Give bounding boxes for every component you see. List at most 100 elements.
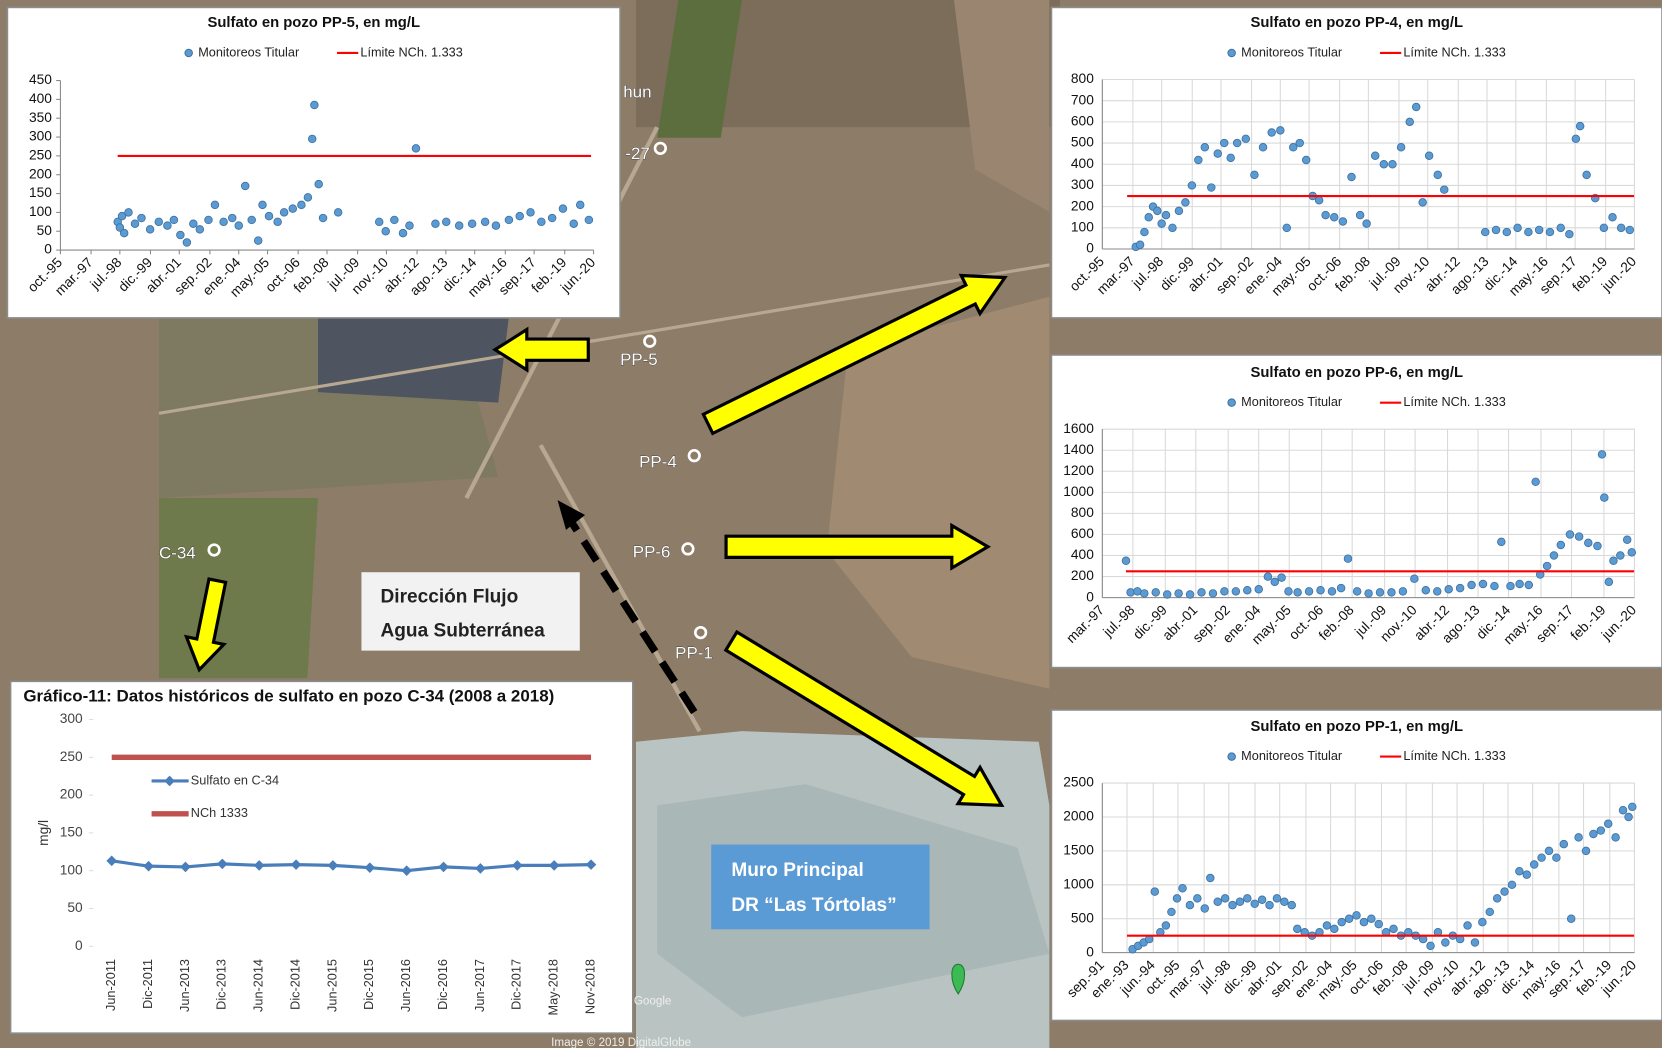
data-point	[492, 222, 500, 230]
data-point	[1214, 898, 1222, 906]
y-tick-label: 300	[60, 711, 83, 726]
data-point	[1207, 184, 1215, 192]
y-tick-label: 0	[1086, 944, 1094, 959]
data-point	[1445, 585, 1453, 593]
data-point	[382, 227, 390, 235]
data-point	[576, 201, 584, 209]
y-tick-label: 1000	[1063, 484, 1094, 499]
chart: Sulfato en pozo PP-4, en mg/L01002003004…	[1051, 7, 1662, 317]
legend-label: Monitoreos Titular	[1241, 44, 1343, 59]
data-point	[1525, 228, 1533, 236]
legend-swatch	[1228, 49, 1235, 56]
data-point	[1221, 895, 1229, 903]
data-point	[164, 222, 172, 230]
legend-label: Límite NCh. 1.333	[360, 44, 462, 59]
data-point	[1479, 580, 1487, 588]
data-point	[1419, 199, 1427, 207]
data-point	[1259, 143, 1267, 151]
attribution: Image © 2019 DigitalGlobe	[551, 1036, 691, 1048]
y-tick-label: 1600	[1063, 421, 1094, 436]
data-point	[1583, 171, 1591, 179]
y-tick-label: 700	[1071, 92, 1094, 107]
data-point	[1600, 494, 1608, 502]
data-point	[228, 214, 236, 222]
legend-swatch	[185, 49, 192, 56]
data-point	[1322, 211, 1330, 219]
data-point	[254, 237, 262, 245]
composite: PP-5 PP-4 PP-6 PP-1 C-34 hun -27 Direcci…	[0, 0, 1662, 1048]
y-tick-label: 800	[1071, 71, 1094, 86]
data-point	[391, 216, 399, 224]
data-point	[1590, 830, 1598, 838]
chart-title: Sulfato en pozo PP-6, en mg/L	[1250, 365, 1463, 381]
y-tick-label: 0	[75, 938, 83, 953]
data-point	[1425, 152, 1433, 160]
data-point	[1389, 160, 1397, 168]
data-point	[1330, 213, 1338, 221]
data-point	[1516, 867, 1524, 875]
data-point	[1158, 220, 1166, 228]
data-point	[1345, 915, 1353, 923]
data-point	[1288, 901, 1296, 909]
data-point	[1388, 589, 1396, 597]
data-point	[1380, 160, 1388, 168]
well-label: PP-1	[675, 643, 713, 662]
data-point	[1323, 922, 1331, 930]
data-point	[196, 226, 204, 234]
chart-title: Gráfico-11: Datos históricos de sulfato …	[23, 687, 554, 706]
x-tick-label: Jun-2015	[324, 959, 339, 1012]
data-point	[265, 212, 273, 220]
body: PP-5 PP-4 PP-6 PP-1 C-34 hun -27 Direcci…	[0, 0, 1662, 1048]
data-point	[1412, 103, 1420, 111]
well-label: PP-5	[620, 350, 658, 369]
data-point	[1610, 557, 1618, 565]
data-point	[1442, 939, 1450, 947]
legend-swatch	[1228, 399, 1235, 406]
data-point	[1209, 590, 1217, 598]
data-point	[1344, 555, 1352, 563]
data-point	[1154, 207, 1162, 215]
data-point	[1268, 129, 1276, 137]
data-point	[1328, 588, 1336, 596]
data-point	[1501, 888, 1509, 896]
data-point	[146, 226, 154, 234]
chart: Sulfato en pozo PP-6, en mg/L02004006008…	[1051, 355, 1662, 668]
data-point	[1186, 591, 1194, 599]
data-point	[481, 218, 489, 226]
data-point	[1523, 871, 1531, 879]
data-point	[1575, 834, 1583, 842]
data-point	[527, 209, 535, 217]
data-point	[1371, 152, 1379, 160]
data-point	[1179, 884, 1187, 892]
data-point	[1557, 541, 1565, 549]
data-point	[1283, 224, 1291, 232]
well-label: PP-4	[639, 453, 677, 472]
data-point	[1481, 228, 1489, 236]
data-point	[1597, 827, 1605, 835]
data-point	[1356, 211, 1364, 219]
y-tick-label: 100	[29, 204, 52, 219]
y-tick-label: 0	[1086, 589, 1094, 604]
y-tick-label: 400	[1071, 547, 1094, 562]
data-point	[1493, 895, 1501, 903]
data-point	[1376, 589, 1384, 597]
legend-swatch	[1228, 753, 1235, 760]
data-point	[1464, 922, 1472, 930]
data-point	[1545, 847, 1553, 855]
y-tick-label: 1500	[1063, 843, 1094, 858]
dam-box	[711, 845, 929, 930]
data-point	[538, 218, 546, 226]
legend-label: Monitoreos Titular	[1241, 748, 1343, 763]
y-tick-label: 150	[29, 185, 52, 200]
data-point	[1375, 920, 1383, 928]
data-point	[1440, 186, 1448, 194]
data-point	[1278, 574, 1286, 582]
data-point	[1492, 226, 1500, 234]
data-point	[1136, 241, 1144, 249]
data-point	[1507, 582, 1515, 590]
data-point	[1337, 584, 1345, 592]
data-point	[455, 222, 463, 230]
y-tick-label: 50	[67, 900, 83, 915]
data-point	[1145, 213, 1153, 221]
x-tick-label: Dic-2014	[287, 959, 302, 1010]
